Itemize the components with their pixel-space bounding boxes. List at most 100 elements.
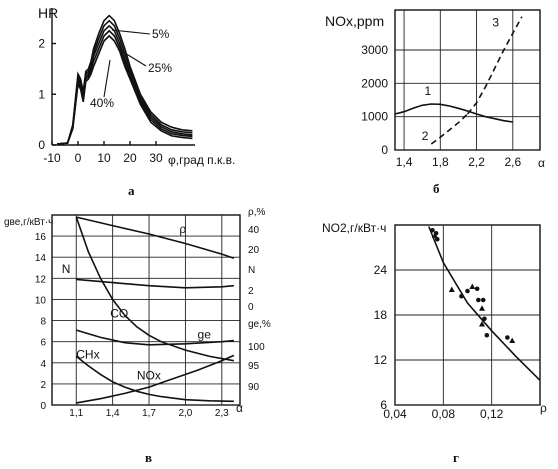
panel-g-y-tick-label: 6: [380, 398, 387, 412]
panel-a-y-tick-label: 2: [38, 37, 45, 51]
panel-g-point: [433, 230, 439, 236]
panel-g-point: [476, 297, 481, 303]
panel-a-annotation-5-pointer: [111, 29, 151, 35]
panel-v-right-label: 2: [248, 286, 254, 297]
panel-b-y-tick-label: 0: [381, 143, 388, 157]
panel-v-y-tick-label: 8: [40, 317, 46, 328]
panel-g-point: [431, 232, 438, 238]
panel-b-series-line-1: [394, 103, 513, 123]
panel-v-xlabel: α: [236, 401, 243, 415]
panel-v-series-line-CO: [75, 216, 235, 362]
panel-v-series-label-ρ: ρ: [179, 222, 186, 236]
panel-v-x-tick-label: 1,4: [106, 408, 120, 419]
panel-v-right-label: ge,%: [248, 319, 271, 330]
panel-g-caption: г: [453, 450, 459, 465]
panel-v-ylabel: gве,г/кВт·ч: [4, 217, 53, 228]
panel-b-ylabel: NOx,ppm: [325, 13, 384, 29]
panel-v-y-tick-label: 2: [40, 380, 46, 391]
panel-b-series-line-3: [466, 16, 523, 115]
panel-g-point: [469, 283, 476, 289]
panel-b-x-tick-label: 1,4: [396, 155, 413, 169]
panel-v-x-tick-label: 2,0: [178, 408, 192, 419]
panel-v-series-label-CHx: CHx: [76, 348, 99, 362]
panel-g-point: [474, 286, 480, 292]
panel-a-annotation-25-pointer: [119, 49, 147, 67]
panel-b-y-tick-label: 1000: [361, 110, 388, 124]
panel-a-series-line-1: [57, 19, 193, 145]
panel-a-x-tick-label: 0: [75, 151, 82, 165]
panel-b-series-label-3: 3: [492, 16, 499, 30]
panel-v-right-label: 0: [248, 302, 254, 313]
panel-g-y-tick-label: 12: [374, 353, 388, 367]
panel-b-x-tick-label: 2,6: [504, 155, 521, 169]
panel-a-x-tick-label: 20: [123, 151, 137, 165]
panel-v-series-label-NOx: NOx: [137, 369, 161, 383]
panel-a-series-line-2: [57, 24, 193, 145]
panel-v-series-line-CHx: [75, 355, 234, 403]
panel-g-xlabel: ρ: [540, 401, 547, 415]
panel-b-x-tick-label: 2,2: [468, 155, 485, 169]
panel-v-y-tick-label: 14: [35, 253, 47, 264]
panel-g-point: [484, 332, 490, 338]
panel-g-point: [430, 227, 435, 233]
panel-b-x-tick-label: 1,8: [432, 155, 449, 169]
panel-g-point: [448, 286, 455, 292]
panel-v-x-tick-label: 1,1: [69, 408, 83, 419]
panel-a-y-tick-label: 0: [38, 138, 45, 152]
panel-v-y-tick-label: 10: [35, 295, 47, 306]
panel-b-frame: [394, 9, 541, 151]
panel-g-x-tick-label: 0,12: [480, 407, 504, 421]
panel-g-point: [505, 335, 510, 340]
panel-v-right-label: 95: [248, 361, 260, 372]
panel-v-series-line-ge: [76, 329, 234, 346]
panel-v-y-tick-label: 12: [35, 274, 47, 285]
panel-v-chart: gве,г/кВт·ч 1,1 1,4 1,7 2,0 2,3 0 2 4 6 8 10 12 14 16…: [4, 207, 271, 465]
panel-b-series-label-1: 1: [424, 84, 431, 98]
panel-g-chart: NO2,г/кВт·ч 0,04 0,08 0,12 6 12 18 24 ρ г: [322, 221, 547, 465]
panel-g-y-tick-label: 24: [374, 263, 388, 277]
panel-a-y-tick-label: 1: [38, 87, 45, 101]
panel-v-x-tick-label: 2,3: [215, 408, 229, 419]
panel-v-y-tick-label: 16: [35, 232, 47, 243]
panel-v-y-tick-label: 0: [40, 401, 46, 412]
panel-b-y-tick-label: 2000: [361, 76, 388, 90]
panel-a-xlabel: φ,град п.к.в.: [168, 153, 235, 167]
panel-a-caption: а: [128, 183, 135, 198]
panel-g-point: [479, 321, 485, 327]
panel-a-series-line-0: [57, 14, 193, 145]
panel-b-series-label-2: 2: [422, 129, 429, 143]
panel-b-caption: б: [433, 181, 440, 196]
panel-g-point: [482, 316, 487, 322]
panel-a-series-line-4: [57, 34, 193, 145]
panel-b-xlabel: α: [538, 156, 545, 170]
panel-g-point: [459, 293, 464, 299]
panel-v-series-line-NOx: [76, 354, 235, 404]
panel-a-x-tick-label: 30: [149, 151, 163, 165]
panel-g-point: [509, 337, 516, 343]
panel-g-ylabel: NO2,г/кВт·ч: [322, 221, 386, 235]
panel-b-series-line-2: [430, 113, 469, 145]
panel-v-series-label-CO: CO: [110, 306, 128, 320]
panel-v-right-label: 90: [248, 382, 260, 393]
panel-g-point: [479, 305, 485, 311]
panel-v-y-tick-label: 4: [40, 359, 46, 370]
panel-v-caption: в: [145, 450, 152, 465]
panel-a-annotation-40-pointer: [103, 59, 111, 98]
panel-v-right-label: 20: [248, 245, 260, 256]
panel-v-right-label: 40: [248, 225, 260, 236]
panel-g-y-tick-label: 18: [374, 308, 388, 322]
panel-v-right-label: 100: [248, 342, 265, 353]
panel-v-series-line-N: [76, 278, 234, 289]
panel-b-y-tick-label: 3000: [361, 43, 388, 57]
panel-v-x-tick-label: 1,7: [142, 408, 156, 419]
panel-v-y-tick-label: 6: [40, 338, 46, 349]
panel-a-annotation-25: 25%: [148, 61, 172, 75]
panel-g-fit-line: [428, 226, 541, 381]
panel-g-x-tick-label: 0,08: [432, 407, 456, 421]
panel-v-series-line-ρ: [76, 216, 235, 260]
panel-a-x-tick-label: 10: [97, 151, 111, 165]
panel-v-series-label-N: N: [62, 262, 71, 276]
